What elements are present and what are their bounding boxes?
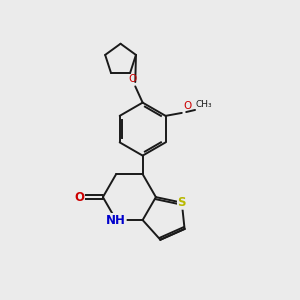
Text: S: S [178,196,186,209]
Text: O: O [74,190,84,204]
Text: O: O [183,101,191,111]
Text: CH₃: CH₃ [196,100,212,109]
Text: O: O [129,74,137,84]
Text: NH: NH [106,214,126,226]
